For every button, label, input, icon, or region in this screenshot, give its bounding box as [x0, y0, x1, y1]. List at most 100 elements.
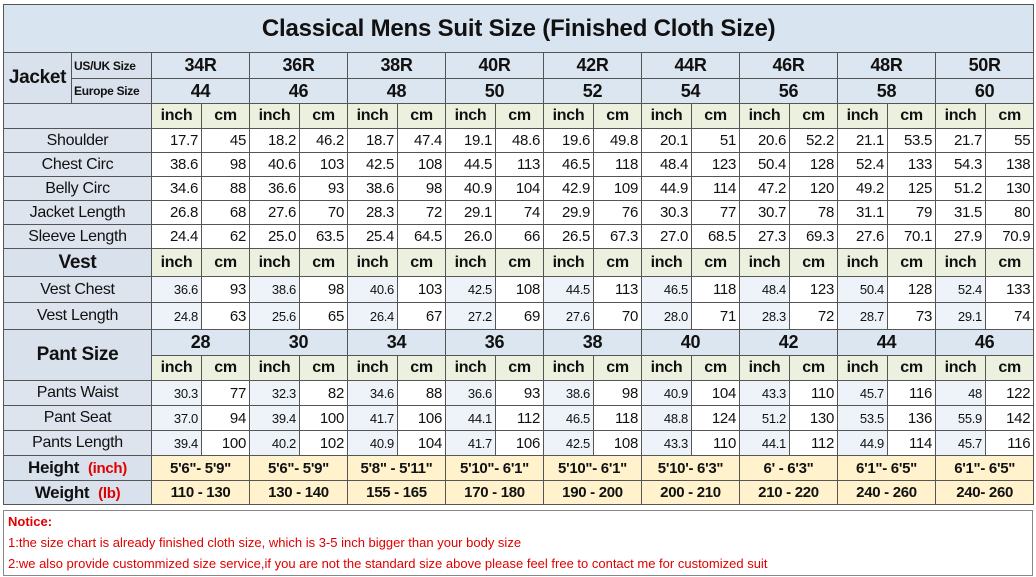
inch-value: 31.5 [935, 200, 986, 225]
size-header: 42R [543, 52, 642, 79]
size-header: 60 [934, 78, 1035, 104]
unit-header: inch [543, 248, 594, 277]
size-header: 36R [249, 52, 348, 79]
inch-value: 46.5 [641, 276, 692, 303]
cm-value: 108 [397, 152, 446, 177]
cm-value: 124 [691, 405, 740, 431]
size-header: 42 [739, 329, 838, 356]
measure-row: Pants Waist 30.3 77 32.3 82 34.6 88 36.6 93 38.6 9… [3, 380, 1035, 406]
inch-value: 29.1 [445, 200, 496, 225]
unit-header: inch [347, 248, 398, 277]
cm-value: 112 [789, 430, 838, 456]
cm-value: 112 [495, 405, 544, 431]
cm-value: 88 [201, 176, 250, 201]
weight-range: 190 - 200 [543, 480, 642, 505]
notice-line: 1:the size chart is already finished clo… [8, 535, 522, 550]
height-range: 6' - 6'3" [739, 455, 838, 481]
cm-value: 133 [984, 276, 1035, 303]
unit-header: inch [641, 355, 692, 381]
unit-header: inch [543, 355, 594, 381]
cm-value: 114 [691, 176, 740, 201]
cm-value: 136 [887, 405, 936, 431]
size-header: 48 [347, 78, 446, 104]
inch-value: 46.5 [543, 152, 594, 177]
cm-value: 114 [887, 430, 936, 456]
unit-header: inch [249, 355, 300, 381]
unit-header: inch [445, 248, 496, 277]
cm-value: 70 [593, 302, 642, 330]
unit-header: cm [201, 103, 250, 129]
unit-header: inch [151, 248, 202, 277]
inch-value: 44.1 [445, 405, 496, 431]
cm-value: 67 [397, 302, 446, 330]
cm-value: 142 [984, 405, 1035, 431]
sub-label: US/UK Size [71, 52, 152, 79]
cm-value: 106 [397, 405, 446, 431]
height-label-text: Height [28, 458, 80, 477]
size-header: 44 [151, 78, 250, 104]
unit-header: cm [299, 103, 348, 129]
cm-value: 123 [789, 276, 838, 303]
notice-line: 2:we also provide custommized size servi… [8, 556, 768, 571]
cm-value: 71 [691, 302, 740, 330]
row-label: Jacket Length [3, 200, 152, 225]
cm-value: 74 [495, 200, 544, 225]
inch-value: 41.7 [347, 405, 398, 431]
size-header: 58 [837, 78, 936, 104]
row-label: Vest Length [3, 302, 152, 330]
inch-value: 40.2 [249, 430, 300, 456]
unit-header: inch [935, 103, 986, 129]
inch-value: 25.6 [249, 302, 300, 330]
inch-value: 44.9 [641, 176, 692, 201]
inch-value: 20.6 [739, 128, 790, 153]
inch-value: 52.4 [935, 276, 986, 303]
inch-value: 36.6 [445, 380, 496, 406]
unit-header: cm [201, 248, 250, 277]
us-size-row: Jacket US/UK Size 34R 36R 38R 40R 42R 44R 46R 48R… [3, 52, 1035, 104]
unit-header: inch [935, 248, 986, 277]
cm-value: 110 [691, 430, 740, 456]
measure-row: Vest Length 24.8 63 25.6 65 26.4 67 27.2 69 27.6 7… [3, 302, 1035, 330]
unit-header: inch [837, 248, 888, 277]
cm-value: 52.2 [789, 128, 838, 153]
section-label: Jacket [3, 52, 72, 104]
inch-value: 43.3 [641, 430, 692, 456]
cm-value: 93 [299, 176, 348, 201]
size-header: 48R [837, 52, 936, 79]
cm-value: 94 [201, 405, 250, 431]
inch-value: 44.9 [837, 430, 888, 456]
row-label: Sleeve Length [3, 224, 152, 249]
cm-value: 104 [691, 380, 740, 406]
inch-value: 40.9 [445, 176, 496, 201]
cm-value: 72 [397, 200, 446, 225]
inch-value: 36.6 [249, 176, 300, 201]
inch-value: 42.5 [347, 152, 398, 177]
weight-range: 240 - 260 [837, 480, 936, 505]
size-header: 36 [445, 329, 544, 356]
cm-value: 128 [887, 276, 936, 303]
unit-row: inch cm inch cm inch cm inch cm inch cm inch cm inch… [3, 103, 1035, 129]
inch-value: 51.2 [739, 405, 790, 431]
unit-header: inch [347, 103, 398, 129]
size-header: 44R [641, 52, 740, 79]
inch-value: 42.5 [543, 430, 594, 456]
inch-value: 48.4 [641, 152, 692, 177]
height-range: 5'10'- 6'3" [641, 455, 740, 481]
unit-header: cm [887, 355, 936, 381]
size-header: 38 [543, 329, 642, 356]
cm-value: 55 [984, 128, 1035, 153]
size-header: 40R [445, 52, 544, 79]
inch-value: 48.4 [739, 276, 790, 303]
inch-value: 46.5 [543, 405, 594, 431]
cm-value: 73 [887, 302, 936, 330]
weight-range: 130 - 140 [249, 480, 348, 505]
cm-value: 79 [887, 200, 936, 225]
cm-value: 98 [593, 380, 642, 406]
measure-row: Sleeve Length 24.4 62 25.0 63.5 25.4 64.5 26.0 6… [3, 224, 1035, 249]
cm-value: 70.1 [887, 224, 936, 249]
cm-value: 122 [984, 380, 1035, 406]
unit-header: cm [691, 248, 740, 277]
cm-value: 103 [299, 152, 348, 177]
unit-header: cm [299, 355, 348, 381]
cm-value: 49.8 [593, 128, 642, 153]
